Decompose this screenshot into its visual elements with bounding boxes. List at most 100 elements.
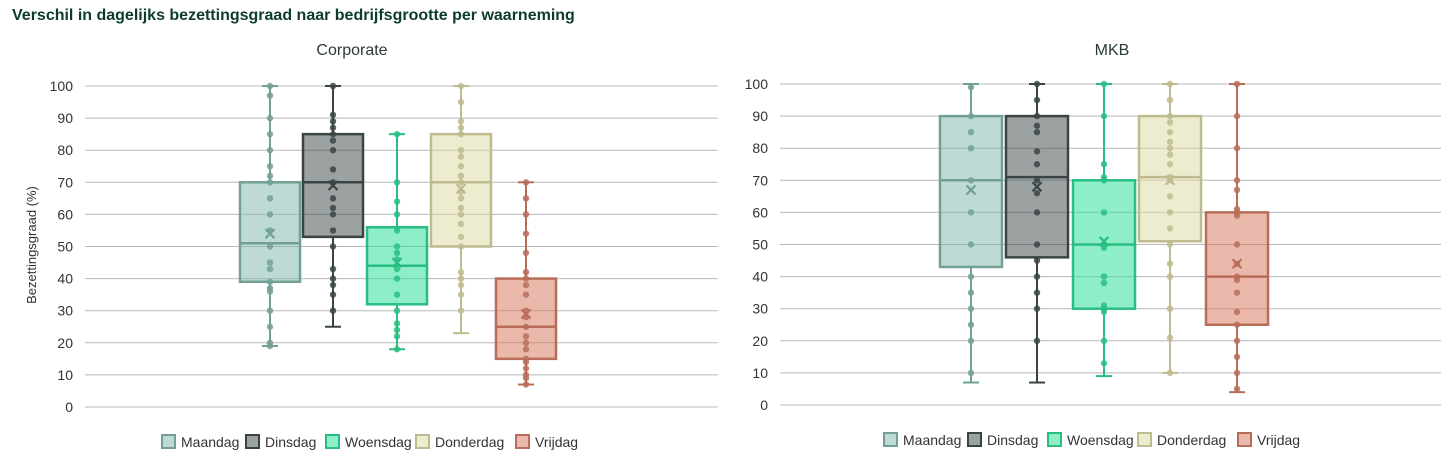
data-point (1166, 80, 1174, 88)
mean-marker (1098, 236, 1110, 247)
data-point (1166, 138, 1174, 145)
panel-title-corporate: Corporate (316, 42, 387, 59)
data-point (393, 198, 401, 205)
data-point (329, 166, 337, 173)
data-point (1233, 308, 1241, 316)
y-tick-label: 30 (57, 303, 73, 319)
legend-label: Woensdag (1067, 432, 1134, 448)
data-point (522, 249, 530, 257)
data-point (1100, 209, 1108, 216)
box-woensdag-mkb (1071, 80, 1137, 378)
y-tick-label: 40 (57, 271, 73, 287)
data-point (457, 124, 465, 131)
data-point (1233, 205, 1241, 213)
data-point (522, 339, 530, 346)
data-point (1100, 360, 1108, 367)
data-point (1166, 209, 1174, 216)
legend-label: Vrijdag (1257, 432, 1300, 448)
data-point (266, 163, 274, 170)
legend-item-woensdag: Woensdag (325, 434, 412, 450)
data-point (266, 179, 274, 186)
data-point (1233, 145, 1241, 152)
box-dinsdag-mkb (1004, 80, 1070, 384)
data-point (393, 346, 401, 353)
data-point (457, 172, 465, 180)
y-tick-label: 30 (752, 301, 768, 317)
data-point (266, 82, 274, 90)
data-point (1166, 334, 1174, 341)
data-point (1233, 273, 1241, 280)
data-point (1233, 241, 1241, 248)
data-point (1233, 112, 1241, 120)
data-point (1166, 128, 1174, 136)
box-donderdag-mkb (1137, 80, 1203, 377)
data-point (522, 281, 530, 289)
data-point (457, 291, 465, 298)
box-vrijdag-mkb (1204, 80, 1270, 394)
y-tick-label: 10 (752, 365, 768, 381)
data-point (457, 130, 465, 138)
data-point (522, 275, 530, 282)
data-point (1033, 161, 1041, 168)
data-point (1033, 177, 1041, 184)
legend-item-woensdag: Woensdag (1047, 432, 1134, 448)
data-point (522, 268, 530, 276)
data-point (329, 124, 337, 131)
data-point (329, 130, 337, 138)
data-point (393, 275, 401, 282)
data-point (522, 211, 530, 218)
data-point (393, 227, 401, 234)
mean-marker (1231, 258, 1243, 270)
legend-swatch (883, 432, 898, 447)
data-point (1166, 96, 1174, 104)
data-point (1033, 128, 1041, 136)
data-point (1033, 80, 1041, 88)
data-point (457, 233, 465, 241)
data-point (1033, 289, 1041, 296)
data-point (1166, 273, 1174, 280)
data-point (393, 291, 401, 298)
y-tick-label: 70 (752, 172, 768, 188)
data-point (266, 339, 274, 346)
legend-swatch (325, 434, 340, 449)
data-point (329, 291, 337, 298)
y-tick-label: 60 (752, 204, 768, 220)
data-point (1100, 161, 1108, 168)
legend-item-maandag: Maandag (883, 432, 961, 448)
mean-marker (965, 184, 977, 196)
data-point (393, 130, 401, 138)
data-point (1233, 321, 1241, 328)
y-tick-label: 20 (57, 335, 73, 351)
data-point (393, 179, 401, 186)
box-vrijdag-corporate (494, 179, 558, 388)
data-point (522, 195, 530, 202)
data-point (266, 147, 274, 154)
data-point (1233, 353, 1241, 361)
data-point (329, 265, 337, 273)
data-point (967, 84, 975, 91)
data-point (967, 128, 975, 136)
legend-swatch (967, 432, 982, 447)
box-donderdag-corporate (429, 82, 493, 335)
legend-swatch (161, 434, 176, 449)
data-point (266, 195, 274, 202)
data-point (1166, 225, 1174, 232)
data-point (266, 285, 274, 292)
chart-corporate: Corporate 0 10 20 30 40 50 60 70 80 90 100 Bezetting… (24, 42, 718, 450)
data-point (1166, 112, 1174, 120)
data-point (1233, 177, 1241, 184)
data-point (1100, 173, 1108, 181)
data-point (522, 323, 530, 330)
data-point (967, 145, 975, 152)
data-point (393, 249, 401, 257)
data-point (1166, 151, 1174, 158)
data-point (329, 211, 337, 218)
data-point (457, 195, 465, 202)
data-point (329, 147, 337, 154)
legend-label: Dinsdag (265, 434, 316, 450)
legend-item-donderdag: Donderdag (1137, 432, 1226, 448)
box-maandag-corporate (238, 82, 302, 350)
mean-marker (327, 180, 339, 191)
box-iqr (1204, 211, 1270, 326)
data-point (266, 130, 274, 138)
